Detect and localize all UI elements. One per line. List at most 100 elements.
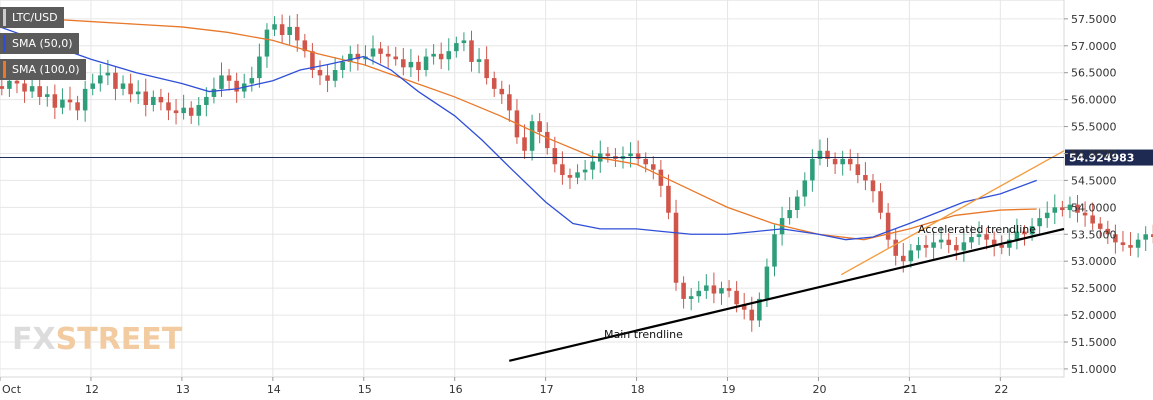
candle-body (401, 59, 406, 68)
candle-body (1044, 212, 1050, 219)
x-tick-label: 17 (540, 383, 554, 396)
candle-body (749, 309, 755, 321)
y-tick-label: 51.0000 (1071, 363, 1117, 376)
candle-body (325, 75, 330, 81)
x-tick-label: 19 (722, 383, 736, 396)
candle-body (787, 210, 792, 219)
candle-body (560, 164, 565, 176)
current-price-line: 54.924983 (0, 149, 1153, 166)
candle-body (673, 212, 679, 283)
candle-body (14, 80, 20, 84)
candle-body (991, 239, 997, 246)
legend-symbol-label: LTC/USD (12, 11, 58, 24)
candle-body (135, 91, 141, 95)
sma100-line (0, 15, 1037, 241)
candle-body (29, 86, 35, 92)
candle-body (711, 285, 717, 294)
logo-fx: FX (12, 322, 56, 357)
candle-body (1067, 204, 1073, 211)
candle-body (22, 83, 27, 92)
x-tick-label: 14 (267, 383, 281, 396)
candle-body (1105, 228, 1111, 235)
candle-body (302, 40, 308, 52)
candle-body (82, 88, 88, 111)
candle-body (817, 150, 823, 159)
logo-street: STREET (55, 322, 183, 357)
candle-body (120, 83, 126, 89)
candle-body (901, 255, 906, 262)
candle-body (522, 137, 527, 151)
candle-body (188, 107, 194, 116)
candle-body (158, 96, 164, 103)
candle-body (741, 304, 747, 310)
candle-body (7, 80, 12, 89)
candle-body (287, 26, 292, 36)
legend-symbol-swatch (3, 9, 6, 26)
y-tick-label: 57.0000 (1071, 40, 1117, 53)
candle-body (272, 24, 277, 30)
main-trendline-label: Main trendline (604, 328, 683, 341)
candle-body (1143, 234, 1148, 240)
candle-body (544, 131, 550, 149)
candle-body (0, 86, 5, 89)
candle-body (249, 78, 255, 84)
candle-body (529, 121, 535, 151)
y-tick-label: 51.5000 (1071, 336, 1117, 349)
x-tick-label: 21 (903, 383, 917, 396)
candle-body (44, 94, 50, 97)
candle-body (355, 53, 361, 60)
candle-body (802, 180, 808, 197)
accelerated-trendline-label: Accelerated trendline (918, 223, 1036, 236)
candle-body (863, 175, 868, 181)
candle-body (234, 80, 239, 92)
y-tick-label: 54.5000 (1071, 174, 1117, 187)
candle-body (938, 239, 944, 243)
candle-body (1120, 242, 1126, 246)
candle-body (1090, 215, 1095, 224)
candle-body (1022, 231, 1027, 235)
candle-body (113, 72, 118, 89)
candle-body (1037, 218, 1042, 227)
candle-body (378, 48, 383, 54)
legend-sma100: SMA (100,0) (0, 59, 86, 80)
candle-body (635, 153, 641, 159)
candle-body (257, 56, 262, 79)
candle-body (204, 96, 209, 106)
candle-body (60, 99, 65, 108)
candle-body (98, 75, 103, 84)
legend-sma50-label: SMA (50,0) (12, 37, 73, 50)
legend-symbol: LTC/USD (0, 7, 64, 28)
candle-body (264, 29, 270, 57)
trendlines: Main trendline Accelerated trendline (509, 150, 1065, 362)
y-tick-label: 54.0000 (1071, 201, 1117, 214)
candle-body (431, 53, 436, 57)
candle-body (332, 70, 338, 81)
x-tick-label: 20 (812, 383, 826, 396)
x-tick-label: Oct (2, 383, 22, 396)
y-tick-label: 56.0000 (1071, 94, 1117, 107)
candle-body (393, 56, 399, 60)
accelerated-trendline (840, 150, 1065, 276)
candle-body (658, 169, 664, 186)
candle-body (105, 72, 111, 76)
candle-body (984, 234, 989, 240)
candle-body (575, 172, 580, 178)
candle-body (878, 191, 883, 213)
candle-body (279, 24, 285, 36)
candle-body (484, 59, 489, 79)
price-tag-bg (1065, 149, 1153, 166)
y-tick-label: 56.5000 (1071, 67, 1117, 80)
candle-body (37, 86, 42, 97)
candle-body (476, 59, 482, 62)
candle-body (173, 110, 179, 114)
candle-body (840, 158, 845, 165)
x-tick-label: 15 (358, 383, 372, 396)
candle-body (870, 180, 876, 192)
candle-body (772, 234, 777, 267)
candle-body (810, 158, 815, 181)
candle-body (211, 88, 217, 97)
y-tick-label: 55.0000 (1071, 147, 1117, 160)
candle-body (567, 175, 573, 178)
legend-sma50-swatch (3, 35, 6, 52)
candle-body (294, 26, 300, 41)
